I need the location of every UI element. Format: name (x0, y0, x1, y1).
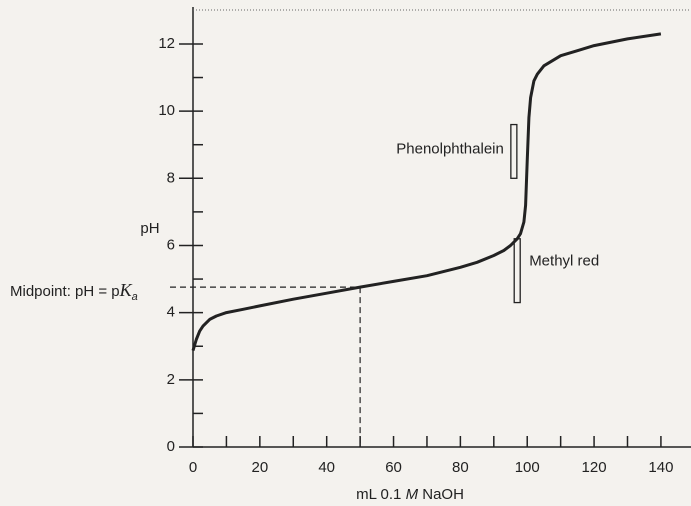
x-axis-label-part: NaOH (418, 486, 464, 503)
midpoint-label: Midpoint: pH = pKa (10, 280, 138, 303)
x-tick-label: 20 (252, 459, 269, 476)
indicator-label: Phenolphthalein (396, 141, 504, 158)
x-axis-label-part: mL 0.1 (356, 486, 405, 503)
y-tick-label: 4 (167, 304, 175, 321)
x-tick-label: 40 (318, 459, 335, 476)
x-tick-label: 120 (582, 459, 607, 476)
midpoint-label-part: Midpoint: pH = p (10, 283, 120, 300)
indicator-label: Methyl red (529, 253, 599, 270)
indicator-range (513, 238, 521, 304)
indicator-range (510, 123, 518, 179)
midpoint-label-part: a (132, 291, 138, 303)
y-tick-label: 2 (167, 371, 175, 388)
y-tick-label: 8 (167, 169, 175, 186)
y-tick-label: 0 (167, 438, 175, 455)
x-tick-label: 80 (452, 459, 469, 476)
y-axis-label: pH (140, 220, 159, 237)
x-tick-label: 0 (189, 459, 197, 476)
y-tick-label: 10 (158, 102, 175, 119)
y-tick-label: 12 (158, 35, 175, 52)
x-tick-label: 140 (648, 459, 673, 476)
x-axis-label: mL 0.1 M NaOH (356, 486, 464, 503)
titration-curve (191, 32, 662, 352)
x-tick-label: 100 (515, 459, 540, 476)
y-tick-label: 6 (167, 236, 175, 253)
x-tick-label: 60 (385, 459, 402, 476)
midpoint-label-part: K (119, 280, 133, 300)
x-axis-label-part: M (406, 486, 419, 503)
